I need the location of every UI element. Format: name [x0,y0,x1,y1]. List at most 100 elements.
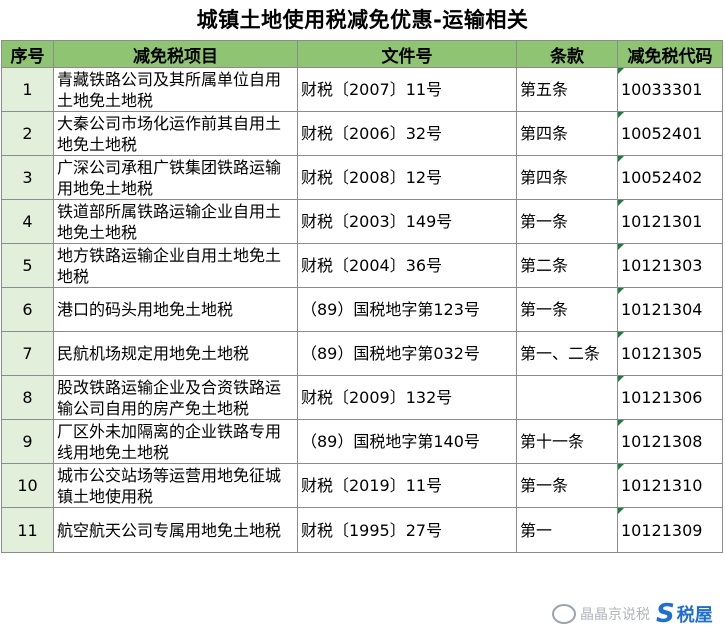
header-code[interactable]: 减免税代码 [617,40,723,68]
cell-seq[interactable]: 11 [1,507,54,553]
comment-marker-icon [618,332,624,338]
cell-code[interactable]: 10121310 [617,463,723,508]
cell-clause[interactable] [516,375,618,420]
cell-code[interactable]: 10121301 [617,199,723,244]
comment-marker-icon [618,376,624,382]
cell-item[interactable]: 港口的码头用地免土地税 [53,287,298,332]
comment-marker-icon [618,156,624,162]
cell-doc[interactable]: （89）国税地字第140号 [297,419,517,464]
cell-seq[interactable]: 2 [1,111,54,156]
cell-code[interactable]: 10121303 [617,243,723,288]
code-text: 10121306 [621,388,703,407]
cell-code[interactable]: 10033301 [617,67,723,112]
table-row: 5 地方铁路运输企业自用土地免土地税 财税〔2004〕36号 第二条 10121… [1,243,723,288]
logo-name: 税屋 [676,605,713,626]
cell-doc[interactable]: （89）国税地字第032号 [297,331,517,376]
header-item[interactable]: 减免税项目 [53,40,298,68]
cell-seq[interactable]: 3 [1,155,54,200]
code-text: 10033301 [621,80,703,99]
code-text: 10121303 [621,256,703,275]
cell-item[interactable]: 城市公交站场等运营用地免征城镇土地使用税 [53,463,298,508]
cell-doc[interactable]: 财税〔2003〕149号 [297,199,517,244]
code-text: 10121304 [621,300,703,319]
comment-marker-icon [618,200,624,206]
cell-clause[interactable]: 第一条 [516,199,618,244]
table-row: 1 青藏铁路公司及其所属单位自用土地免土地税 财税〔2007〕11号 第五条 1… [1,67,723,112]
cell-doc[interactable]: 财税〔2006〕32号 [297,111,517,156]
cell-item[interactable]: 厂区外未加隔离的企业铁路专用线用地免土地税 [53,419,298,464]
code-text: 10052402 [621,168,703,187]
cell-code[interactable]: 10121309 [617,507,723,553]
watermark-text: 晶晶京说税 [580,607,650,623]
header-clause[interactable]: 条款 [516,40,618,68]
cell-clause[interactable]: 第一条 [516,287,618,332]
cell-doc[interactable]: （89）国税地字第123号 [297,287,517,332]
cell-item[interactable]: 青藏铁路公司及其所属单位自用土地免土地税 [53,67,298,112]
cell-item[interactable]: 铁道部所属铁路运输企业自用土地免土地税 [53,199,298,244]
cell-clause[interactable]: 第一 [516,507,618,553]
header-seq[interactable]: 序号 [1,40,54,68]
code-text: 10052401 [621,124,703,143]
cell-clause[interactable]: 第四条 [516,155,618,200]
cell-doc[interactable]: 财税〔2009〕132号 [297,375,517,420]
cell-doc[interactable]: 财税〔2019〕11号 [297,463,517,508]
cell-seq[interactable]: 5 [1,243,54,288]
cell-doc[interactable]: 财税〔1995〕27号 [297,507,517,553]
cell-item[interactable]: 地方铁路运输企业自用土地免土地税 [53,243,298,288]
table-row: 10 城市公交站场等运营用地免征城镇土地使用税 财税〔2019〕11号 第一条 … [1,463,723,508]
cell-code[interactable]: 10121305 [617,331,723,376]
cell-seq[interactable]: 10 [1,463,54,508]
cell-clause[interactable]: 第一、二条 [516,331,618,376]
code-text: 10121310 [621,476,703,495]
comment-marker-icon [618,244,624,250]
cell-seq[interactable]: 4 [1,199,54,244]
cell-seq[interactable]: 8 [1,375,54,420]
header-row: 序号 减免税项目 文件号 条款 减免税代码 [1,40,723,68]
code-text: 10121305 [621,344,703,363]
cell-item[interactable]: 航空航天公司专属用地免土地税 [53,507,298,553]
cell-code[interactable]: 10052401 [617,111,723,156]
code-text: 10121309 [621,520,703,540]
comment-marker-icon [618,112,624,118]
cell-code[interactable]: 10121306 [617,375,723,420]
shuiwu-logo: S 税屋 [656,599,713,629]
comment-marker-icon [618,464,624,470]
cell-seq[interactable]: 1 [1,67,54,112]
cell-doc[interactable]: 财税〔2004〕36号 [297,243,517,288]
code-text: 10121301 [621,212,703,231]
chat-bubble-icon [552,604,576,624]
cell-seq[interactable]: 9 [1,419,54,464]
header-doc[interactable]: 文件号 [297,40,517,68]
cell-code[interactable]: 10052402 [617,155,723,200]
table-row: 11 航空航天公司专属用地免土地税 财税〔1995〕27号 第一 1012130… [1,507,723,553]
cell-clause[interactable]: 第五条 [516,67,618,112]
table-row: 4 铁道部所属铁路运输企业自用土地免土地税 财税〔2003〕149号 第一条 1… [1,199,723,244]
table-row: 8 股改铁路运输企业及合资铁路运输公司自用的房产免土地税 财税〔2009〕132… [1,375,723,420]
cell-clause[interactable]: 第十一条 [516,419,618,464]
cell-item[interactable]: 股改铁路运输企业及合资铁路运输公司自用的房产免土地税 [53,375,298,420]
cell-doc[interactable]: 财税〔2007〕11号 [297,67,517,112]
comment-marker-icon [618,288,624,294]
table-row: 6 港口的码头用地免土地税 （89）国税地字第123号 第一条 10121304 [1,287,723,332]
cell-code[interactable]: 10121308 [617,419,723,464]
comment-marker-icon [618,68,624,74]
cell-item[interactable]: 广深公司承租广铁集团铁路运输用地免土地税 [53,155,298,200]
cell-code[interactable]: 10121304 [617,287,723,332]
table-row: 3 广深公司承租广铁集团铁路运输用地免土地税 财税〔2008〕12号 第四条 1… [1,155,723,200]
cell-clause[interactable]: 第二条 [516,243,618,288]
comment-marker-icon [618,420,624,426]
cell-clause[interactable]: 第四条 [516,111,618,156]
table-row: 2 大秦公司市场化运作前其自用土地免土地税 财税〔2006〕32号 第四条 10… [1,111,723,156]
table-row: 7 民航机场规定用地免土地税 （89）国税地字第032号 第一、二条 10121… [1,331,723,376]
cell-seq[interactable]: 6 [1,287,54,332]
tax-table: 序号 减免税项目 文件号 条款 减免税代码 1 青藏铁路公司及其所属单位自用土地… [1,40,723,553]
comment-marker-icon [618,508,624,514]
table-row: 9 厂区外未加隔离的企业铁路专用线用地免土地税 （89）国税地字第140号 第十… [1,419,723,464]
cell-clause[interactable]: 第一条 [516,463,618,508]
cell-item[interactable]: 大秦公司市场化运作前其自用土地免土地税 [53,111,298,156]
cell-item[interactable]: 民航机场规定用地免土地税 [53,331,298,376]
code-text: 10121308 [621,432,703,451]
watermark: 晶晶京说税 S 税屋 [552,596,722,632]
cell-doc[interactable]: 财税〔2008〕12号 [297,155,517,200]
cell-seq[interactable]: 7 [1,331,54,376]
